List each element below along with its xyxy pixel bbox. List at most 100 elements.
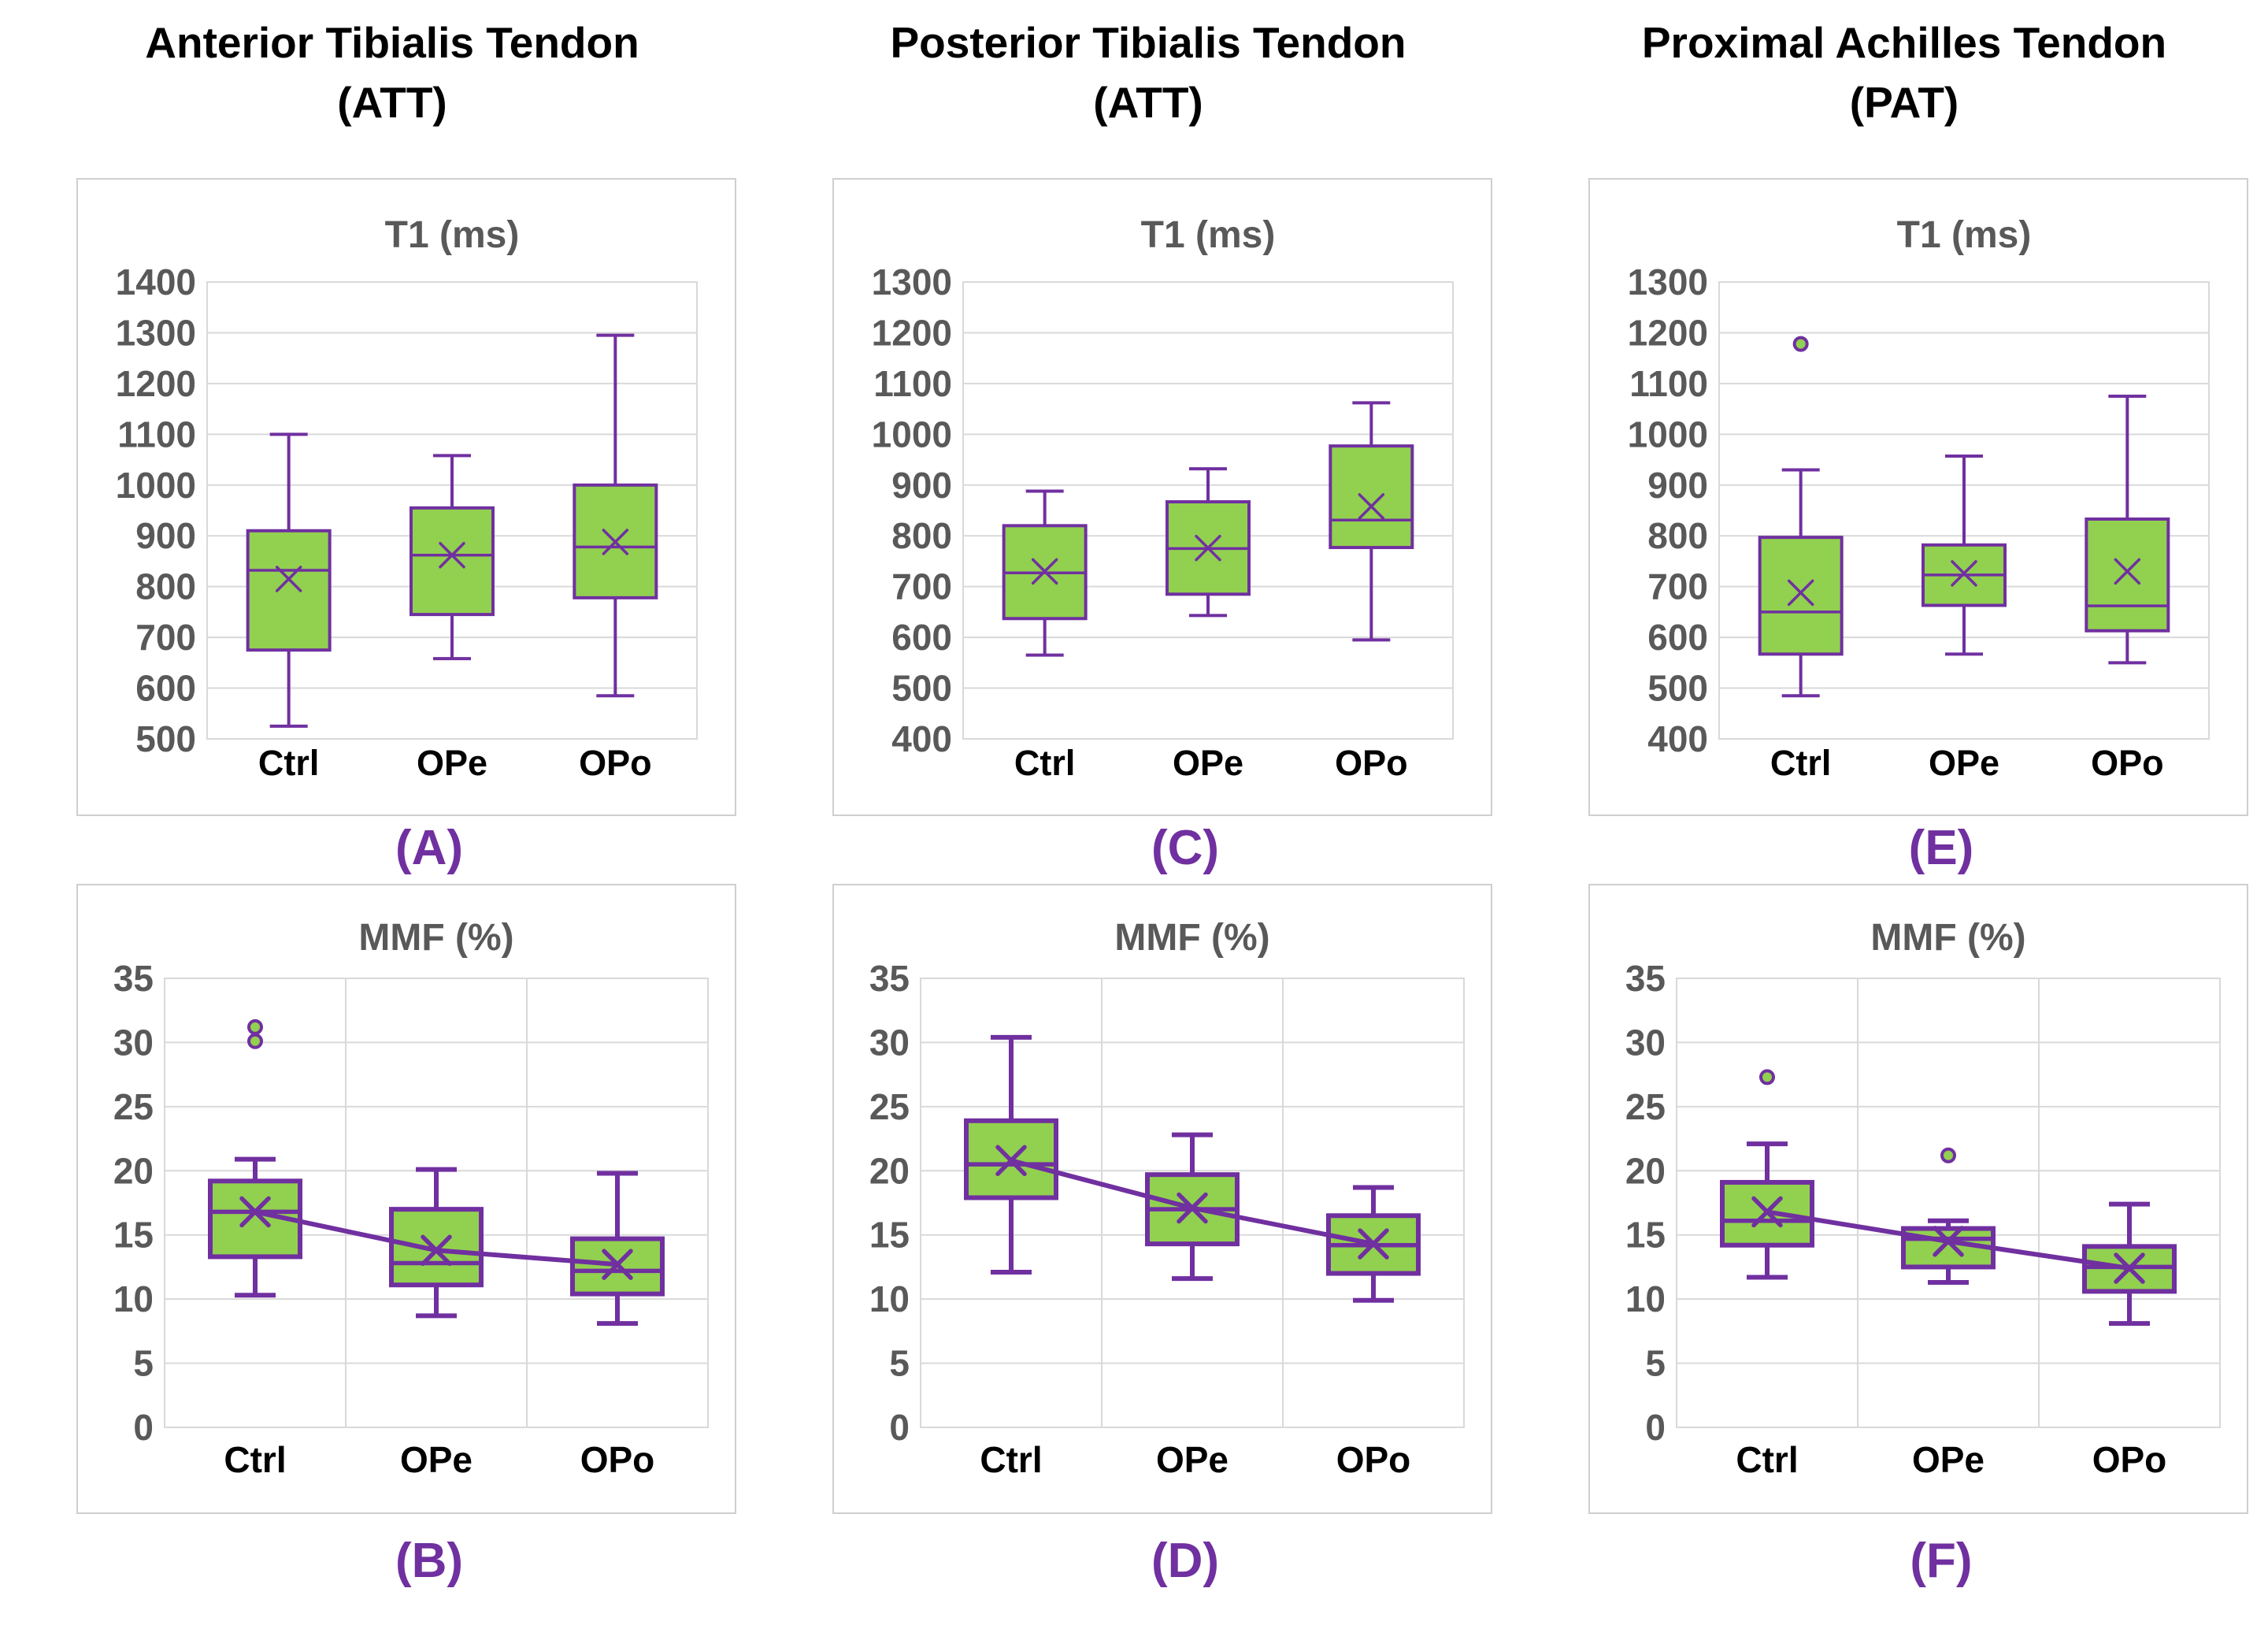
category-label: OPe	[1929, 743, 1999, 783]
panel-letter: (D)	[1151, 1534, 1220, 1588]
y-tick-label: 700	[135, 617, 196, 658]
y-tick-label: 5	[889, 1343, 910, 1384]
y-tick-label: 1000	[872, 414, 952, 455]
category-label: Ctrl	[258, 743, 320, 783]
y-tick-label: 10	[869, 1278, 910, 1319]
category-label: OPo	[2092, 1439, 2167, 1480]
y-tick-label: 600	[135, 668, 196, 709]
y-tick-label: 900	[1647, 465, 1708, 506]
y-tick-label: 1200	[116, 363, 196, 404]
category-label: Ctrl	[1014, 743, 1076, 783]
plot-border	[164, 978, 709, 1428]
y-tick-label: 700	[891, 566, 952, 607]
boxplot-svg-C: T1 (ms) 400 500 600 700 800 900 1000 1100 1200 130…	[872, 214, 1454, 783]
category-label: OPe	[1156, 1439, 1228, 1480]
y-tick-label: 0	[133, 1407, 154, 1448]
y-tick-label: 30	[1625, 1022, 1666, 1063]
figure-column-proximal-achilles: Proximal Achilles Tendon (PAT) T1 (ms) 40…	[1512, 0, 2268, 1629]
mean-marker	[2114, 558, 2141, 585]
y-tick-label: 600	[891, 617, 952, 658]
y-tick-label: 1200	[872, 312, 952, 353]
y-tick-label: 20	[1625, 1150, 1666, 1191]
boxplot-svg-B: MMF (%) 0 5 10 15 20 25 30 35 Ctrl OPe OPo	[113, 917, 709, 1480]
y-tick-label: 500	[891, 668, 952, 709]
mean-marker	[1787, 579, 1814, 607]
chart-title: T1 (ms)	[385, 214, 520, 256]
y-tick-label: 20	[869, 1150, 910, 1191]
mean-marker	[275, 566, 302, 592]
box-plot-Ctrl	[964, 1034, 1058, 1275]
chart-title: MMF (%)	[1870, 917, 2025, 959]
outlier-point	[1792, 336, 1809, 352]
y-tick-label: 1300	[872, 262, 952, 302]
mean-marker	[1031, 558, 1058, 585]
y-tick-label: 35	[869, 958, 910, 999]
column-title-block: Posterior Tibialis Tendon (ATT)	[786, 0, 1510, 178]
chart-panel: MMF (%) 0 5 10 15 20 25 30 35 Ctrl OPe OPo	[1588, 884, 2248, 1514]
chart-title: T1 (ms)	[1897, 214, 2032, 256]
y-tick-label: 1000	[116, 465, 196, 506]
y-tick-label: 25	[1625, 1086, 1666, 1127]
chart-panel: MMF (%) 0 5 10 15 20 25 30 35 Ctrl OPe OPo	[832, 884, 1492, 1514]
category-label: OPo	[580, 1439, 655, 1480]
mean-marker	[1358, 493, 1385, 520]
column-subtitle: (PAT)	[1849, 78, 1959, 127]
chart-panel: T1 (ms) 500 600 700 800 900 1000 1100 1200 1300 14…	[76, 178, 736, 816]
chart-title: MMF (%)	[1114, 917, 1269, 959]
y-tick-label: 400	[1647, 718, 1708, 759]
category-label: Ctrl	[1736, 1439, 1798, 1480]
mean-marker	[1195, 534, 1221, 562]
box-plot-OPo	[1326, 1185, 1421, 1303]
y-tick-label: 700	[1647, 566, 1708, 607]
column-title: Posterior Tibialis Tendon	[890, 18, 1406, 67]
chart-title: T1 (ms)	[1141, 214, 1276, 256]
y-tick-label: 15	[113, 1215, 154, 1256]
column-title-block: Proximal Achilles Tendon (PAT)	[1542, 0, 2266, 178]
plot-border	[1676, 978, 2221, 1428]
mean-marker	[995, 1145, 1027, 1177]
plot-border	[920, 978, 1465, 1428]
y-tick-label: 5	[1645, 1343, 1666, 1384]
panel-letter: (E)	[1908, 821, 1974, 875]
boxplot-svg-E: T1 (ms) 400 500 600 700 800 900 1000 1100 1200 130…	[1628, 214, 2210, 783]
box-plot-OPe	[1145, 1132, 1240, 1282]
box-plot-Ctrl	[1758, 468, 1844, 698]
y-tick-label: 35	[113, 958, 154, 999]
outlier-point	[247, 1019, 263, 1035]
panel-letter: (A)	[395, 821, 464, 875]
boxplot-svg-D: MMF (%) 0 5 10 15 20 25 30 35 Ctrl OPe OPo	[869, 917, 1465, 1480]
iqr-box	[389, 1207, 484, 1288]
box-plot-OPo	[573, 333, 658, 698]
figure-column-anterior-tibialis: Anterior Tibialis Tendon (ATT) T1 (ms) 50…	[0, 0, 756, 1629]
plot-border	[206, 281, 698, 740]
y-tick-label: 15	[1625, 1215, 1666, 1256]
box-plot-OPo	[1329, 401, 1414, 642]
box-plot-OPo	[2085, 395, 2170, 665]
column-subtitle: (ATT)	[337, 78, 447, 127]
y-tick-label: 25	[113, 1086, 154, 1127]
y-tick-label: 30	[113, 1022, 154, 1063]
category-label: Ctrl	[224, 1439, 286, 1480]
y-tick-label: 10	[113, 1278, 154, 1319]
y-tick-label: 500	[135, 718, 196, 759]
mean-marker	[1951, 560, 1977, 587]
y-tick-label: 0	[889, 1407, 910, 1448]
category-label: OPo	[579, 743, 652, 783]
y-tick-label: 35	[1625, 958, 1666, 999]
y-tick-label: 900	[135, 515, 196, 556]
figure-column-posterior-tibialis: Posterior Tibialis Tendon (ATT) T1 (ms) 4…	[756, 0, 1512, 1629]
y-tick-label: 400	[891, 718, 952, 759]
plot-border	[1718, 281, 2210, 740]
chart-panel: T1 (ms) 400 500 600 700 800 900 1000 1100 1200 130…	[1588, 178, 2248, 816]
y-tick-label: 1300	[116, 312, 196, 353]
chart-panel: T1 (ms) 400 500 600 700 800 900 1000 1100 1200 130…	[832, 178, 1492, 816]
box-plot-Ctrl	[246, 432, 332, 728]
y-tick-label: 1300	[1628, 262, 1708, 302]
column-title: Anterior Tibialis Tendon	[145, 18, 639, 67]
category-label: Ctrl	[980, 1439, 1042, 1480]
category-label: OPe	[400, 1439, 472, 1480]
boxplot-chart: MMF (%) 0 5 10 15 20 25 30 35 Ctrl OPe OPo	[1590, 885, 2247, 1516]
y-tick-label: 1100	[117, 414, 196, 455]
column-title-block: Anterior Tibialis Tendon (ATT)	[30, 0, 754, 178]
